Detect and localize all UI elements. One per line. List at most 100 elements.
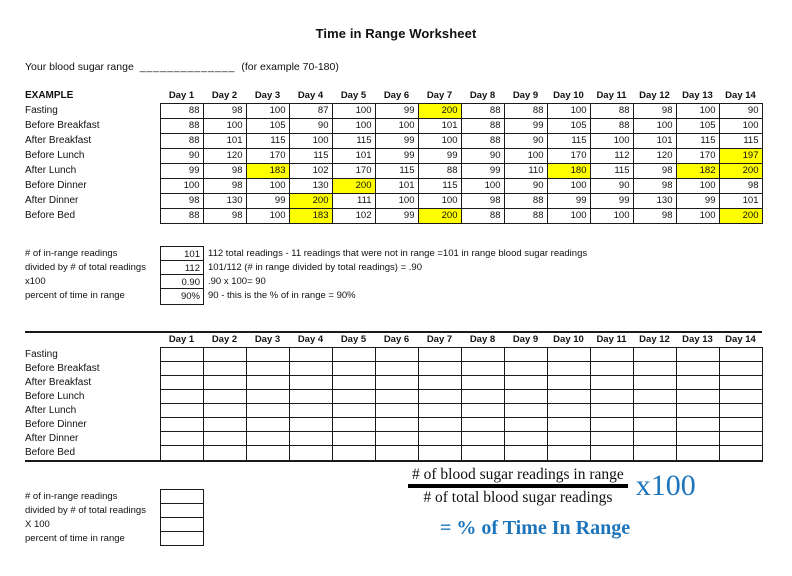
- blank-reading-cell[interactable]: [331, 445, 376, 461]
- blank-reading-cell[interactable]: [159, 375, 204, 390]
- blank-reading-cell[interactable]: [546, 431, 591, 446]
- blank-reading-cell[interactable]: [374, 361, 419, 376]
- blank-reading-cell[interactable]: [632, 445, 677, 461]
- blank-reading-cell[interactable]: [288, 431, 333, 446]
- blank-reading-cell[interactable]: [245, 347, 290, 362]
- blank-reading-cell[interactable]: [202, 389, 247, 404]
- blank-reading-cell[interactable]: [675, 375, 720, 390]
- blank-reading-cell[interactable]: [417, 389, 462, 404]
- blank-reading-cell[interactable]: [159, 389, 204, 404]
- blank-reading-cell[interactable]: [331, 347, 376, 362]
- blank-reading-cell[interactable]: [202, 347, 247, 362]
- blank-reading-cell[interactable]: [675, 347, 720, 362]
- blank-reading-cell[interactable]: [245, 389, 290, 404]
- blank-reading-cell[interactable]: [503, 347, 548, 362]
- blank-reading-cell[interactable]: [589, 431, 634, 446]
- blank-reading-cell[interactable]: [202, 403, 247, 418]
- blank-reading-cell[interactable]: [546, 403, 591, 418]
- blank-reading-cell[interactable]: [632, 375, 677, 390]
- blank-reading-cell[interactable]: [460, 445, 505, 461]
- blank-reading-cell[interactable]: [460, 403, 505, 418]
- blank-reading-cell[interactable]: [159, 403, 204, 418]
- blank-reading-cell[interactable]: [202, 375, 247, 390]
- blank-reading-cell[interactable]: [202, 417, 247, 432]
- blank-reading-cell[interactable]: [288, 375, 333, 390]
- blank-reading-cell[interactable]: [675, 361, 720, 376]
- blank-reading-cell[interactable]: [245, 445, 290, 461]
- blank-reading-cell[interactable]: [503, 375, 548, 390]
- blank-reading-cell[interactable]: [632, 389, 677, 404]
- blank-reading-cell[interactable]: [331, 417, 376, 432]
- blank-reading-cell[interactable]: [417, 361, 462, 376]
- blank-reading-cell[interactable]: [503, 445, 548, 461]
- blank-reading-cell[interactable]: [632, 417, 677, 432]
- blank-reading-cell[interactable]: [718, 389, 763, 404]
- blank-reading-cell[interactable]: [589, 417, 634, 432]
- blank-reading-cell[interactable]: [718, 445, 763, 461]
- blank-reading-cell[interactable]: [159, 417, 204, 432]
- blank-reading-cell[interactable]: [417, 431, 462, 446]
- calc-input-box[interactable]: [160, 531, 204, 546]
- blank-reading-cell[interactable]: [632, 431, 677, 446]
- blank-reading-cell[interactable]: [718, 431, 763, 446]
- blank-reading-cell[interactable]: [546, 375, 591, 390]
- blank-reading-cell[interactable]: [675, 431, 720, 446]
- calc-input-box[interactable]: [160, 503, 204, 518]
- blank-reading-cell[interactable]: [245, 417, 290, 432]
- blank-reading-cell[interactable]: [417, 417, 462, 432]
- blank-reading-cell[interactable]: [675, 389, 720, 404]
- blank-reading-cell[interactable]: [546, 361, 591, 376]
- blank-reading-cell[interactable]: [202, 361, 247, 376]
- blank-reading-cell[interactable]: [589, 403, 634, 418]
- blank-reading-cell[interactable]: [718, 417, 763, 432]
- blank-reading-cell[interactable]: [546, 347, 591, 362]
- blank-reading-cell[interactable]: [632, 403, 677, 418]
- blank-reading-cell[interactable]: [331, 361, 376, 376]
- blank-reading-cell[interactable]: [460, 389, 505, 404]
- blank-reading-cell[interactable]: [718, 403, 763, 418]
- blank-reading-cell[interactable]: [589, 347, 634, 362]
- blank-reading-cell[interactable]: [460, 431, 505, 446]
- blank-reading-cell[interactable]: [589, 445, 634, 461]
- blank-reading-cell[interactable]: [546, 417, 591, 432]
- blank-reading-cell[interactable]: [331, 403, 376, 418]
- blank-reading-cell[interactable]: [374, 431, 419, 446]
- blank-reading-cell[interactable]: [417, 347, 462, 362]
- calc-input-box[interactable]: [160, 489, 204, 504]
- blank-reading-cell[interactable]: [417, 375, 462, 390]
- blank-reading-cell[interactable]: [718, 361, 763, 376]
- blank-reading-cell[interactable]: [374, 375, 419, 390]
- blank-reading-cell[interactable]: [503, 403, 548, 418]
- blank-reading-cell[interactable]: [288, 445, 333, 461]
- blank-reading-cell[interactable]: [460, 347, 505, 362]
- blank-reading-cell[interactable]: [503, 389, 548, 404]
- blank-reading-cell[interactable]: [288, 389, 333, 404]
- blank-reading-cell[interactable]: [374, 417, 419, 432]
- blank-reading-cell[interactable]: [288, 361, 333, 376]
- blank-reading-cell[interactable]: [503, 417, 548, 432]
- blank-reading-cell[interactable]: [503, 431, 548, 446]
- blank-reading-cell[interactable]: [288, 347, 333, 362]
- blank-reading-cell[interactable]: [159, 431, 204, 446]
- blank-reading-cell[interactable]: [374, 389, 419, 404]
- blank-reading-cell[interactable]: [245, 431, 290, 446]
- blank-reading-cell[interactable]: [589, 361, 634, 376]
- blank-reading-cell[interactable]: [632, 347, 677, 362]
- blank-reading-cell[interactable]: [374, 403, 419, 418]
- blank-reading-cell[interactable]: [460, 417, 505, 432]
- blank-reading-cell[interactable]: [374, 445, 419, 461]
- blank-reading-cell[interactable]: [460, 375, 505, 390]
- blank-reading-cell[interactable]: [288, 417, 333, 432]
- blank-reading-cell[interactable]: [331, 375, 376, 390]
- range-fill-in-blank[interactable]: ______________: [139, 61, 236, 73]
- blank-reading-cell[interactable]: [159, 347, 204, 362]
- blank-reading-cell[interactable]: [503, 361, 548, 376]
- blank-reading-cell[interactable]: [202, 431, 247, 446]
- blank-reading-cell[interactable]: [675, 403, 720, 418]
- blank-reading-cell[interactable]: [417, 445, 462, 461]
- blank-reading-cell[interactable]: [675, 445, 720, 461]
- blank-reading-cell[interactable]: [374, 347, 419, 362]
- blank-reading-cell[interactable]: [718, 375, 763, 390]
- blank-reading-cell[interactable]: [245, 403, 290, 418]
- blank-reading-cell[interactable]: [331, 431, 376, 446]
